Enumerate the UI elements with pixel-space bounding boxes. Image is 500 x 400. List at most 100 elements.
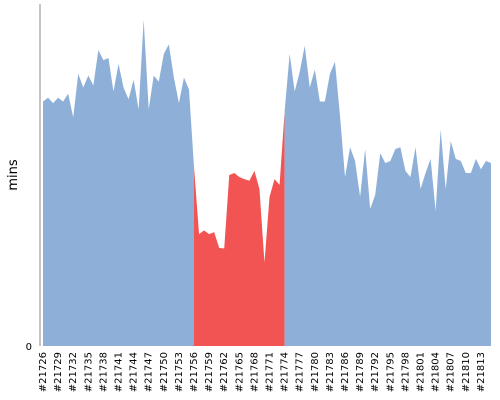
data-point-44 (263, 261, 266, 264)
x-tick-label-8: #21750 (159, 352, 170, 392)
data-point-70 (394, 148, 397, 151)
data-point-65 (369, 207, 372, 210)
x-tick-label-22: #21792 (370, 352, 381, 392)
data-point-71 (399, 146, 402, 149)
data-point-40 (243, 178, 246, 181)
area-segment-normal-after (284, 45, 491, 346)
y-axis-label: mins (6, 159, 21, 191)
data-point-52 (303, 44, 306, 47)
data-point-47 (278, 183, 281, 186)
data-point-29 (187, 88, 190, 91)
x-tick-label-9: #21753 (174, 352, 185, 392)
plot-area (42, 18, 493, 346)
data-point-7 (77, 72, 80, 75)
x-tick-label-15: #21771 (265, 352, 276, 392)
data-point-24 (162, 52, 165, 55)
x-tick-label-3: #21735 (83, 352, 94, 392)
data-point-45 (268, 195, 271, 198)
data-point-64 (364, 148, 367, 151)
data-point-23 (157, 80, 160, 83)
area-segment-highlight (194, 111, 285, 346)
data-point-74 (414, 146, 417, 149)
x-tick-label-14: #21768 (249, 352, 260, 392)
x-tick-labels: #21726 #21729 #21732 #21735 #21738 #21741 #217… (38, 352, 487, 392)
data-point-72 (404, 169, 407, 172)
data-point-82 (454, 157, 457, 160)
data-point-61 (349, 146, 352, 149)
data-point-41 (248, 179, 251, 182)
data-point-80 (444, 188, 447, 191)
data-point-37 (228, 174, 231, 177)
data-point-79 (439, 128, 442, 131)
data-point-13 (107, 57, 110, 60)
data-point-31 (198, 233, 201, 236)
data-point-14 (112, 90, 115, 93)
x-tick-label-1: #21729 (53, 352, 64, 392)
data-point-87 (479, 168, 482, 171)
x-tick-label-13: #21765 (234, 352, 245, 392)
data-point-35 (218, 246, 221, 249)
data-point-8 (82, 86, 85, 89)
data-point-33 (208, 233, 211, 236)
data-point-38 (233, 171, 236, 174)
data-point-54 (313, 68, 316, 71)
x-tick-label-26: #21804 (431, 352, 442, 392)
x-tick-label-21: #21789 (355, 352, 366, 392)
y-tick-label-0: 0 (26, 342, 32, 353)
data-point-43 (258, 188, 261, 191)
data-point-26 (172, 76, 175, 79)
data-point-59 (338, 114, 341, 117)
data-point-56 (323, 100, 326, 103)
data-point-81 (449, 140, 452, 143)
x-tick-label-18: #21780 (310, 352, 321, 392)
data-point-55 (318, 100, 321, 103)
data-point-75 (419, 188, 422, 191)
x-tick-label-6: #21744 (129, 352, 140, 392)
data-point-12 (102, 59, 105, 62)
x-tick-label-7: #21747 (144, 352, 155, 392)
data-point-76 (424, 171, 427, 174)
data-point-21 (147, 108, 150, 111)
data-point-39 (238, 176, 241, 179)
data-point-48 (283, 110, 286, 113)
data-point-2 (52, 102, 55, 105)
data-point-34 (213, 231, 216, 234)
data-point-83 (459, 159, 462, 162)
data-point-46 (273, 178, 276, 181)
data-point-84 (464, 171, 467, 174)
data-point-27 (177, 102, 180, 105)
data-point-20 (142, 18, 145, 21)
data-point-67 (379, 152, 382, 155)
data-point-77 (429, 157, 432, 160)
x-tick-label-12: #21762 (219, 352, 230, 392)
x-tick-label-19: #21783 (325, 352, 336, 392)
data-point-63 (359, 195, 362, 198)
data-point-5 (67, 92, 70, 95)
area-segment-normal-before (43, 19, 195, 346)
x-tick-label-24: #21798 (400, 352, 411, 392)
x-tick-label-27: #21807 (446, 352, 457, 392)
data-point-62 (354, 159, 357, 162)
data-point-19 (137, 108, 140, 111)
data-point-15 (117, 62, 120, 65)
data-point-0 (42, 100, 45, 103)
x-tick-label-16: #21774 (280, 352, 291, 392)
data-point-36 (223, 247, 226, 250)
x-tick-label-28: #21810 (461, 352, 472, 392)
data-point-85 (469, 171, 472, 174)
data-point-3 (57, 96, 60, 99)
data-point-25 (167, 43, 170, 46)
x-tick-label-4: #21738 (98, 352, 109, 392)
data-point-17 (127, 98, 130, 101)
data-point-30 (193, 166, 196, 169)
data-point-10 (92, 84, 95, 87)
x-tick-label-10: #21756 (189, 352, 200, 392)
data-point-50 (293, 90, 296, 93)
data-point-22 (152, 74, 155, 77)
x-tick-label-17: #21777 (295, 352, 306, 392)
data-point-49 (288, 52, 291, 55)
data-point-73 (409, 176, 412, 179)
x-tick-label-5: #21741 (114, 352, 125, 392)
data-point-89 (490, 162, 493, 165)
data-point-1 (47, 96, 50, 99)
